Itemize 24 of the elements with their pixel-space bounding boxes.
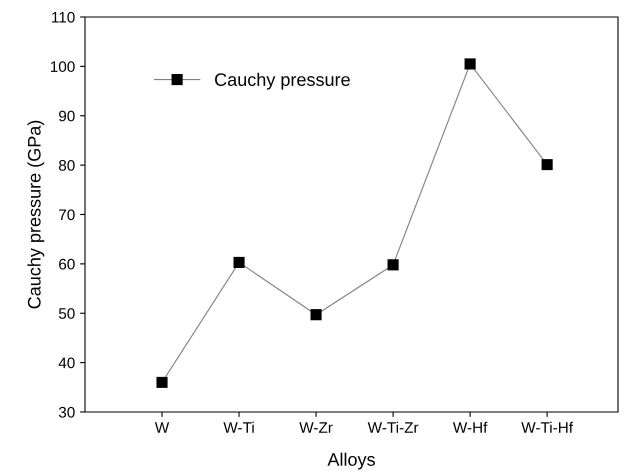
y-tick-label: 50: [58, 308, 75, 319]
point: [388, 259, 399, 270]
x-tick-label: W-Hf: [452, 422, 488, 433]
y-tick-label: 70: [59, 209, 75, 220]
x-axis-title: Alloys: [327, 452, 375, 470]
point: [542, 159, 553, 170]
point: [233, 256, 245, 268]
legend-label: Cauchy pressure: [215, 72, 350, 90]
point: [156, 376, 168, 388]
y-tick-label: 100: [50, 61, 75, 72]
x-tick-label: W-Ti-Zr: [368, 422, 418, 433]
y-tick-label: 110: [52, 12, 75, 23]
point: [464, 58, 476, 70]
y-tick-label: 80: [58, 160, 75, 171]
x-tick-label: W: [154, 422, 170, 433]
y-tick-label: 60: [59, 258, 75, 270]
x-tick-label: W-Zr: [299, 422, 333, 433]
y-tick-label: 40: [58, 357, 75, 368]
x-tick-label: W-Ti: [223, 422, 254, 433]
x-tick-label: W-Ti-Hf: [521, 422, 574, 433]
y-axis-title: Cauchy pressure (GPa): [27, 120, 44, 308]
y-tick-label: 30: [58, 406, 75, 418]
point: [310, 309, 322, 320]
y-tick-label: 90: [59, 110, 75, 122]
